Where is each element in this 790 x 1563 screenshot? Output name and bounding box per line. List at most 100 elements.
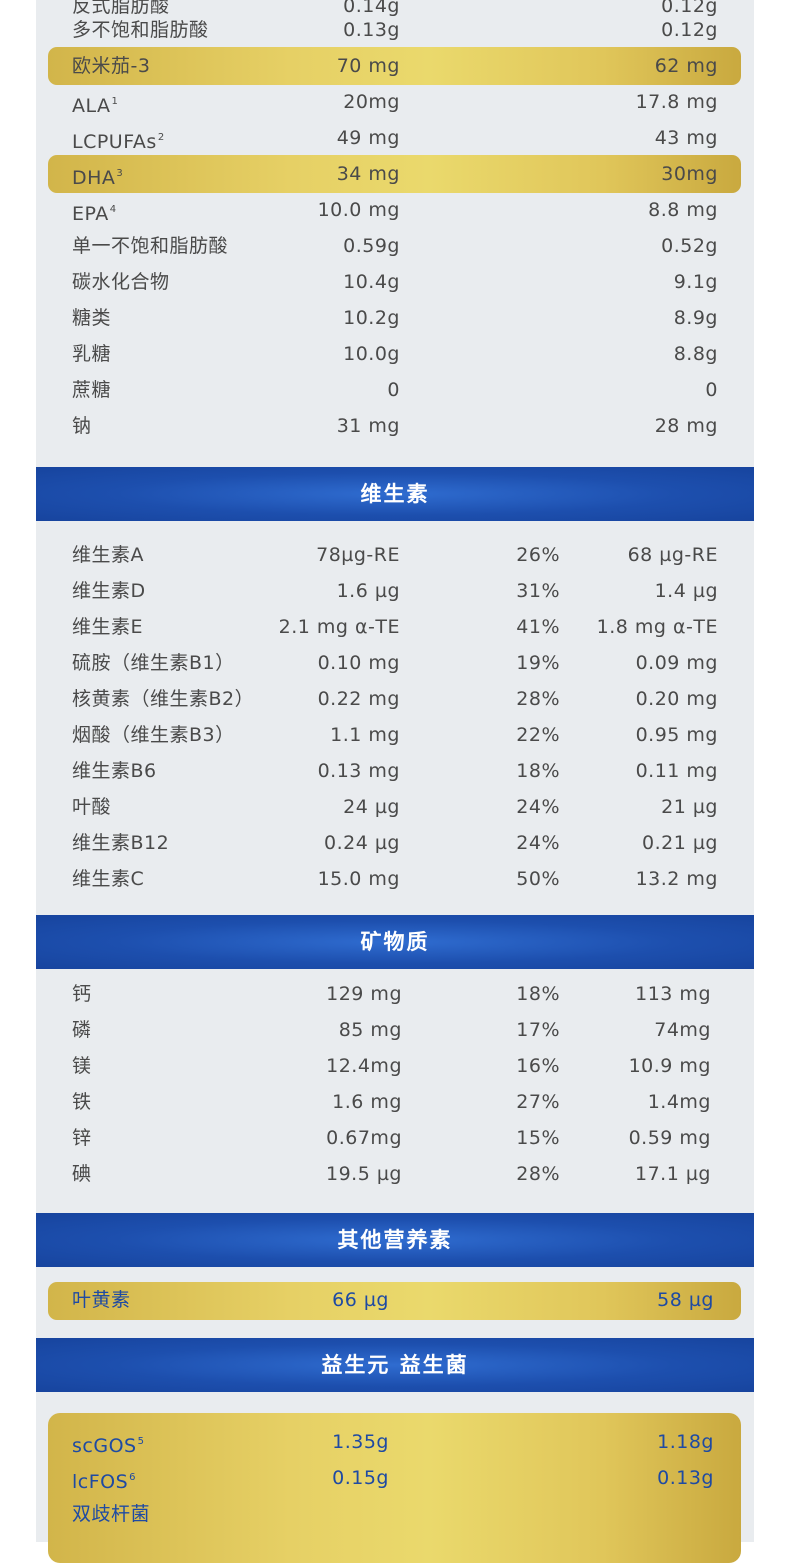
table-row: 叶酸 24 µg 24% 21 µg <box>36 789 754 825</box>
section-header-others: 其他营养素 <box>36 1213 754 1267</box>
value-per-100g: 49 mg <box>336 127 400 149</box>
nrv-percent: 22% <box>516 724 560 746</box>
nutrient-name: 铁 <box>72 1091 92 1113</box>
value-per-serving: 0.12g <box>661 0 718 17</box>
section-header-vitamins: 维生素 <box>36 467 754 521</box>
nutrient-name: scGOS5 <box>72 1435 145 1457</box>
value-per-100g: 12.4mg <box>326 1055 402 1077</box>
nrv-percent: 16% <box>516 1055 560 1077</box>
value-per-100g: 31 mg <box>336 415 400 437</box>
value-per-100g: 129 mg <box>326 983 402 1005</box>
value-per-serving: 0.21 µg <box>642 832 718 854</box>
nutrient-name: 乳糖 <box>72 343 112 365</box>
nutrient-name: 钠 <box>72 415 92 437</box>
value-per-serving: 8.8 mg <box>648 199 718 221</box>
value-per-serving: 8.8g <box>673 343 718 365</box>
nrv-percent: 27% <box>516 1091 560 1113</box>
value-per-serving: 0.59 mg <box>628 1127 711 1149</box>
nutrient-name: 磷 <box>72 1019 92 1041</box>
value-per-serving: 1.4 µg <box>654 580 718 602</box>
value-per-100g: 1.6 mg <box>332 1091 402 1113</box>
nutrient-name: 钙 <box>72 983 92 1005</box>
table-row: 钠 31 mg 28 mg <box>36 408 754 444</box>
nrv-percent: 31% <box>516 580 560 602</box>
nutrient-name: 叶黄素 <box>72 1289 131 1311</box>
value-per-100g: 0.13 mg <box>317 760 400 782</box>
table-row: 维生素B12 0.24 µg 24% 0.21 µg <box>36 825 754 861</box>
table-row: 铁 1.6 mg 27% 1.4mg <box>36 1084 754 1120</box>
nutrient-name: LCPUFAs2 <box>72 131 165 153</box>
value-per-serving: 113 mg <box>635 983 711 1005</box>
nutrient-name: 锌 <box>72 1127 92 1149</box>
value-per-serving: 17.8 mg <box>635 91 718 113</box>
highlight-bar <box>48 47 741 85</box>
value-per-100g: 15.0 mg <box>317 868 400 890</box>
value-per-100g: 78µg-RE <box>316 544 400 566</box>
table-row: lcFOS6 0.15g 0.13g <box>36 1460 754 1496</box>
value-per-100g: 0.22 mg <box>317 688 400 710</box>
footnote-marker: 5 <box>137 1436 145 1447</box>
nrv-percent: 18% <box>516 760 560 782</box>
table-row: 锌 0.67mg 15% 0.59 mg <box>36 1120 754 1156</box>
value-per-serving: 0.95 mg <box>635 724 718 746</box>
table-row: 碳水化合物 10.4g 9.1g <box>36 264 754 300</box>
value-per-100g: 1.1 mg <box>330 724 400 746</box>
table-row: 多不饱和脂肪酸 0.13g 0.12g <box>36 12 754 48</box>
probiotics-highlight <box>48 1413 741 1563</box>
nutrient-name: 多不饱和脂肪酸 <box>72 19 209 41</box>
value-per-100g: 20mg <box>343 91 400 113</box>
nutrient-name: 核黄素（维生素B2） <box>72 688 255 710</box>
table-row: EPA4 10.0 mg 8.8 mg <box>36 192 754 228</box>
table-row: 维生素C 15.0 mg 50% 13.2 mg <box>36 861 754 897</box>
value-per-serving: 43 mg <box>654 127 718 149</box>
table-row: DHA3 34 mg 30mg <box>36 156 754 192</box>
nutrient-name: lcFOS6 <box>72 1471 137 1493</box>
table-row: 维生素D 1.6 µg 31% 1.4 µg <box>36 573 754 609</box>
nutrient-name: 单一不饱和脂肪酸 <box>72 235 229 257</box>
nutrient-name: 碘 <box>72 1163 92 1185</box>
nutrient-name: 欧米茄-3 <box>72 55 151 77</box>
nutrient-name: 烟酸（维生素B3） <box>72 724 235 746</box>
value-per-100g: 0.10 mg <box>317 652 400 674</box>
nutrient-name: 硫胺（维生素B1） <box>72 652 235 674</box>
nrv-percent: 17% <box>516 1019 560 1041</box>
nutrient-name: 维生素D <box>72 580 146 602</box>
nrv-percent: 28% <box>516 1163 560 1185</box>
value-per-100g: 85 mg <box>338 1019 402 1041</box>
table-row: 烟酸（维生素B3） 1.1 mg 22% 0.95 mg <box>36 717 754 753</box>
nrv-percent: 15% <box>516 1127 560 1149</box>
value-per-serving: 0 <box>705 379 718 401</box>
table-row: ALA1 20mg 17.8 mg <box>36 84 754 120</box>
value-per-100g: 1.35g <box>332 1431 389 1453</box>
value-per-serving: 1.18g <box>657 1431 714 1453</box>
footnote-marker: 4 <box>109 204 117 215</box>
table-row: 钙 129 mg 18% 113 mg <box>36 976 754 1012</box>
table-row: 叶黄素 66 µg 58 µg <box>36 1282 754 1318</box>
value-per-100g: 0.13g <box>343 19 400 41</box>
value-per-100g: 0 <box>387 379 400 401</box>
value-per-100g: 24 µg <box>343 796 400 818</box>
value-per-100g: 2.1 mg α-TE <box>278 616 400 638</box>
value-per-100g: 19.5 µg <box>326 1163 402 1185</box>
table-row: 碘 19.5 µg 28% 17.1 µg <box>36 1156 754 1192</box>
footnote-marker: 3 <box>116 168 124 179</box>
value-per-serving: 9.1g <box>673 271 718 293</box>
table-row: 磷 85 mg 17% 74mg <box>36 1012 754 1048</box>
value-per-100g: 0.24 µg <box>324 832 400 854</box>
nutrient-name: DHA3 <box>72 167 124 189</box>
nutrient-name: 反式脂肪酸 <box>72 0 170 17</box>
highlight-bar <box>48 155 741 193</box>
nrv-percent: 41% <box>516 616 560 638</box>
nrv-percent: 18% <box>516 983 560 1005</box>
table-row: 双歧杆菌 <box>36 1496 754 1532</box>
value-per-100g: 70 mg <box>336 55 400 77</box>
value-per-serving: 0.20 mg <box>635 688 718 710</box>
footnote-marker: 1 <box>111 96 119 107</box>
table-row: LCPUFAs2 49 mg 43 mg <box>36 120 754 156</box>
value-per-serving: 8.9g <box>673 307 718 329</box>
value-per-serving: 17.1 µg <box>635 1163 711 1185</box>
nrv-percent: 28% <box>516 688 560 710</box>
value-per-serving: 0.13g <box>657 1467 714 1489</box>
table-row: 单一不饱和脂肪酸 0.59g 0.52g <box>36 228 754 264</box>
value-per-serving: 0.11 mg <box>635 760 718 782</box>
